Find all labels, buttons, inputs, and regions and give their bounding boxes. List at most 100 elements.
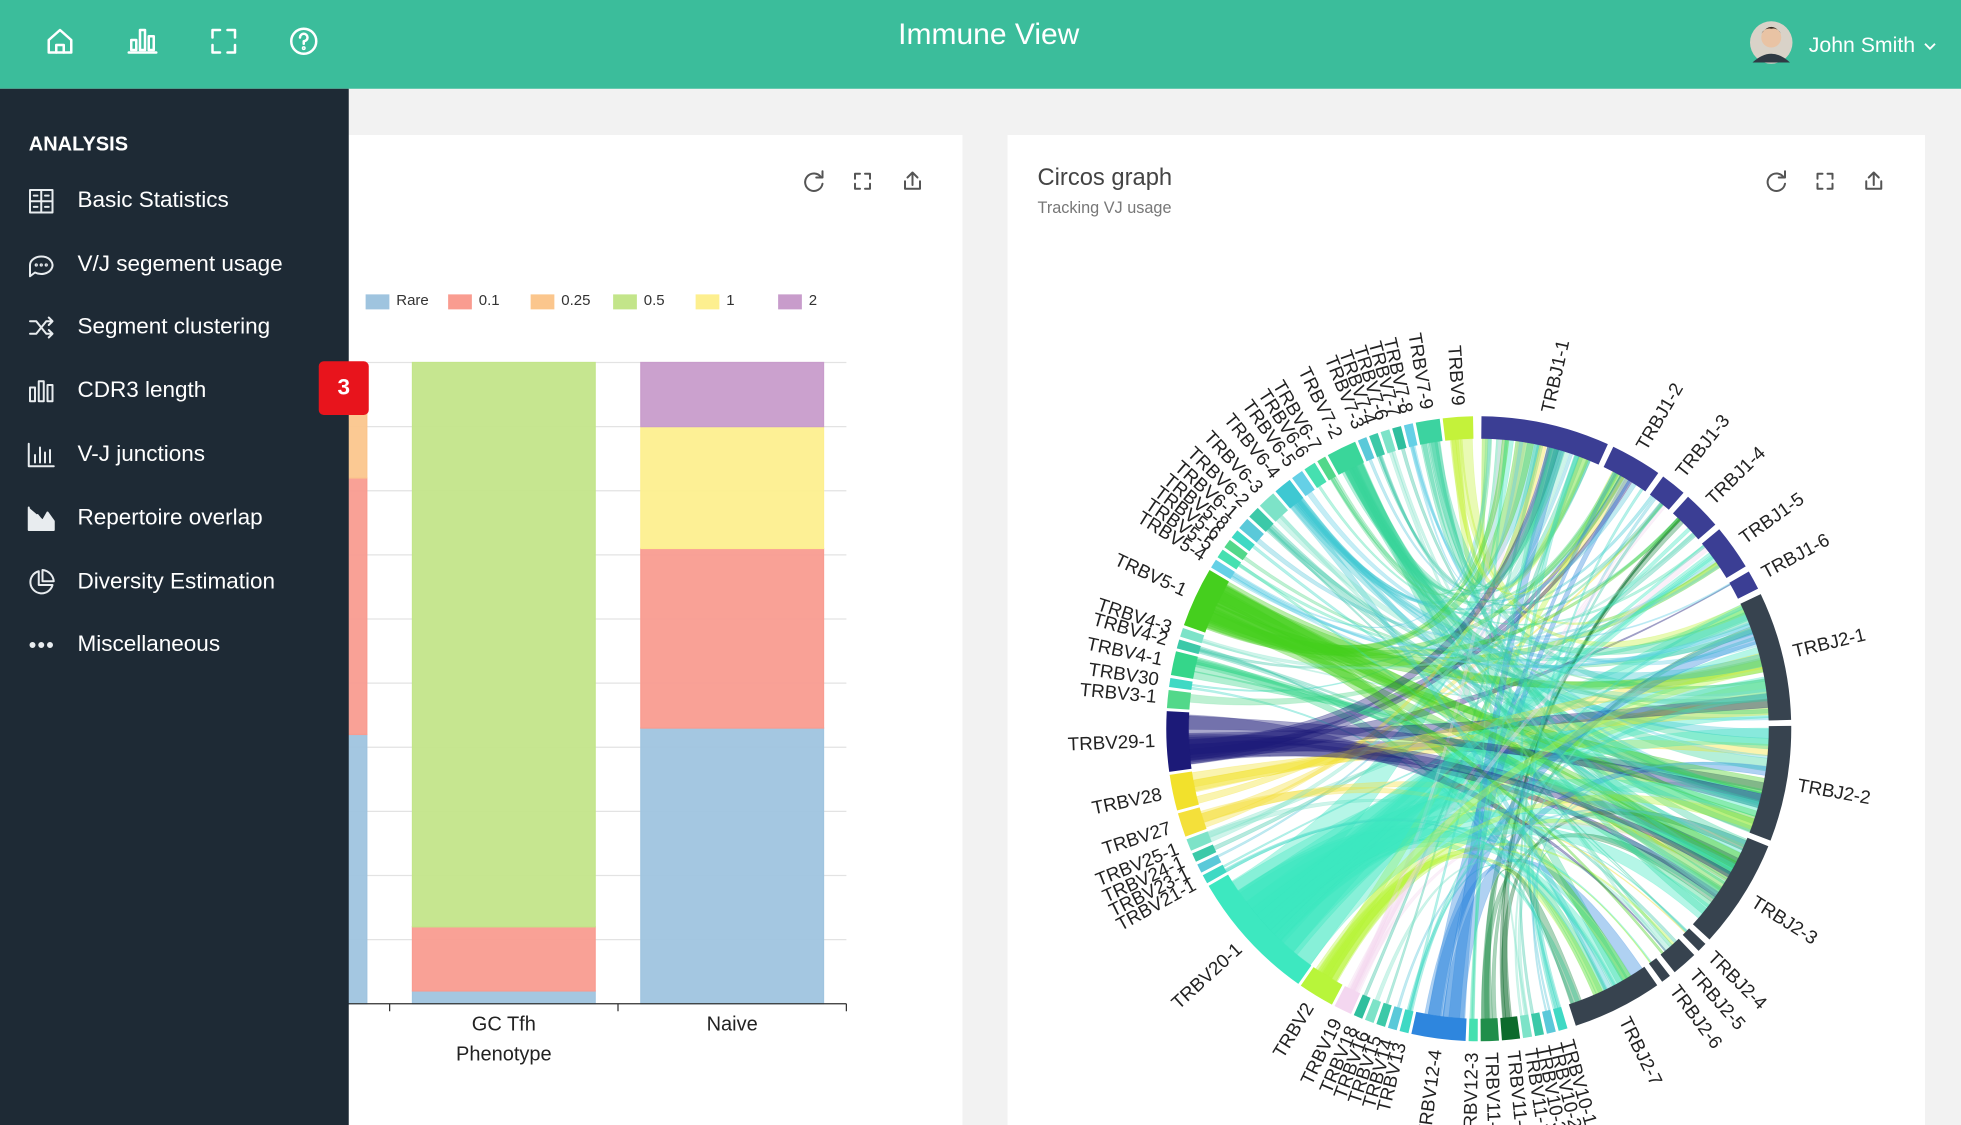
circos-segment[interactable] xyxy=(1568,966,1658,1026)
fullscreen-icon[interactable] xyxy=(211,28,237,54)
circos-segment[interactable] xyxy=(1519,1014,1533,1039)
circos-segment[interactable] xyxy=(1480,1018,1499,1042)
menu-item[interactable]: Basic Statistics xyxy=(78,187,229,212)
circos-segment[interactable] xyxy=(1259,493,1289,522)
circos-segment[interactable] xyxy=(1649,476,1684,510)
circos-segment[interactable] xyxy=(1380,429,1396,454)
circos-segment[interactable] xyxy=(1481,416,1608,465)
legend-swatch[interactable] xyxy=(778,294,802,310)
menu-item[interactable]: Miscellaneous xyxy=(78,631,221,656)
circos-segment[interactable] xyxy=(1468,1018,1478,1042)
circos-segment[interactable] xyxy=(1542,1009,1556,1034)
circos-segment[interactable] xyxy=(1217,549,1242,570)
user-name[interactable]: John Smith xyxy=(1809,33,1915,57)
circos-segment[interactable] xyxy=(1169,677,1193,690)
ribbon xyxy=(1341,468,1750,656)
circos-segment[interactable] xyxy=(1275,479,1304,509)
circos-segment[interactable] xyxy=(1399,1009,1414,1034)
circos-segment[interactable] xyxy=(1192,844,1217,862)
circos-segment[interactable] xyxy=(1403,423,1418,448)
circos-segment[interactable] xyxy=(1364,998,1382,1023)
circos-segment[interactable] xyxy=(1531,1012,1544,1037)
circos-segment[interactable] xyxy=(1292,471,1315,497)
legend-label[interactable]: Rare xyxy=(396,292,429,309)
circos-segment[interactable] xyxy=(1682,928,1706,951)
circos-segment[interactable] xyxy=(1183,570,1229,633)
circos-segment[interactable] xyxy=(1231,530,1255,552)
circos-segment[interactable] xyxy=(1186,831,1212,851)
circos-segment[interactable] xyxy=(1166,689,1191,710)
circos-segment[interactable] xyxy=(1317,456,1337,481)
circos-segment[interactable] xyxy=(1552,1006,1568,1031)
circos-segment[interactable] xyxy=(1353,994,1371,1019)
circos-segment[interactable] xyxy=(1603,446,1659,492)
circos-segment[interactable] xyxy=(1692,837,1769,940)
circos-segment[interactable] xyxy=(1648,958,1670,982)
legend-swatch[interactable] xyxy=(695,294,720,310)
legend-label[interactable]: 1 xyxy=(726,292,734,309)
legend-label[interactable]: 2 xyxy=(809,292,817,309)
legend-label[interactable]: 0.1 xyxy=(479,292,500,309)
menu-item[interactable]: CDR3 length xyxy=(78,377,207,402)
circos-segment[interactable] xyxy=(1170,651,1198,679)
chart-icon[interactable] xyxy=(127,28,158,54)
menu-item[interactable]: Repertoire overlap xyxy=(78,505,263,530)
circos-segment[interactable] xyxy=(1327,441,1364,475)
circos-segment[interactable] xyxy=(1672,496,1716,540)
legend-label[interactable]: 0.5 xyxy=(644,292,665,309)
ribbon xyxy=(1206,561,1721,668)
circos-segment[interactable] xyxy=(1208,874,1312,984)
legend-swatch[interactable] xyxy=(613,294,637,310)
export-button[interactable] xyxy=(903,171,921,190)
fullscreen-button[interactable] xyxy=(853,172,871,190)
circos-segment[interactable] xyxy=(1176,639,1201,655)
circos-segment[interactable] xyxy=(1224,539,1248,561)
circos-segment[interactable] xyxy=(1334,986,1361,1014)
circos-segment[interactable] xyxy=(1180,627,1205,644)
circos-segment[interactable] xyxy=(1202,864,1227,884)
ribbon xyxy=(1481,438,1528,1016)
circos-segment[interactable] xyxy=(1166,711,1192,772)
legend-label[interactable]: 0.25 xyxy=(561,292,590,309)
circos-segment[interactable] xyxy=(1169,771,1199,811)
menu-item[interactable]: V-J junctions xyxy=(78,441,206,466)
legend-swatch[interactable] xyxy=(365,294,390,310)
ribbon xyxy=(1502,517,1681,1018)
circos-segment[interactable] xyxy=(1660,938,1695,973)
ribbon xyxy=(1269,523,1761,809)
circos-segment[interactable] xyxy=(1701,529,1746,579)
circos-segment[interactable] xyxy=(1415,418,1443,445)
ribbon xyxy=(1219,581,1764,690)
avatar[interactable] xyxy=(1750,21,1793,64)
export-button[interactable] xyxy=(1865,171,1883,190)
help-icon[interactable] xyxy=(289,27,318,56)
circos-segment[interactable] xyxy=(1729,571,1759,599)
circos-segment[interactable] xyxy=(1357,437,1375,462)
circos-segment[interactable] xyxy=(1304,462,1327,489)
menu-item[interactable]: Segment clustering xyxy=(78,313,271,338)
circos-segment[interactable] xyxy=(1387,1006,1403,1031)
circos-segment[interactable] xyxy=(1500,1016,1521,1041)
circos-segment[interactable] xyxy=(1177,807,1207,837)
circos-segment[interactable] xyxy=(1300,967,1343,1005)
fullscreen-button[interactable] xyxy=(1816,172,1834,190)
circos-segment[interactable] xyxy=(1197,854,1222,873)
refresh-button[interactable] xyxy=(804,170,824,192)
refresh-button[interactable] xyxy=(1766,170,1786,192)
circos-segment[interactable] xyxy=(1211,559,1235,580)
circos-segment[interactable] xyxy=(1369,433,1385,458)
circos-segment[interactable] xyxy=(1740,594,1792,721)
circos-segment[interactable] xyxy=(1749,725,1792,841)
menu-item[interactable]: Diversity Estimation xyxy=(78,568,276,593)
menu-item[interactable]: V/J segement usage xyxy=(78,251,283,276)
home-icon[interactable] xyxy=(47,28,73,54)
circos-segment[interactable] xyxy=(1392,426,1407,451)
circos-segment[interactable] xyxy=(1249,507,1274,532)
legend-swatch[interactable] xyxy=(530,294,555,310)
circos-segment[interactable] xyxy=(1239,518,1264,543)
circos-segment[interactable] xyxy=(1411,1011,1467,1041)
user-menu-chevron[interactable] xyxy=(1924,43,1936,51)
legend-swatch[interactable] xyxy=(448,294,472,310)
circos-segment[interactable] xyxy=(1376,1002,1392,1027)
circos-segment[interactable] xyxy=(1442,416,1474,441)
